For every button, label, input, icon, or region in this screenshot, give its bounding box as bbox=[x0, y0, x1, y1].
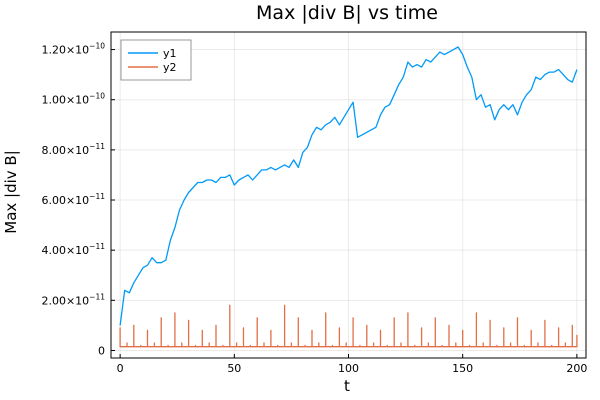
x-axis-label: t bbox=[344, 377, 350, 395]
y-tick-label: 1.00×10−10 bbox=[41, 92, 105, 107]
x-tick-label: 50 bbox=[227, 362, 241, 375]
chart-title: Max |div B| vs time bbox=[256, 2, 438, 24]
y-axis-label: Max |div B| bbox=[2, 150, 20, 234]
y-tick-label: 8.00×10−11 bbox=[41, 142, 105, 157]
y-tick-label: 6.00×10−11 bbox=[41, 192, 105, 207]
x-tick-label: 200 bbox=[566, 362, 587, 375]
series-y1-line bbox=[119, 46, 578, 326]
y-tick-label: 1.20×10−10 bbox=[41, 42, 105, 57]
x-axis: 0 50 100 150 200 bbox=[117, 354, 587, 375]
series-y2-line bbox=[119, 304, 578, 348]
legend-box bbox=[120, 39, 192, 81]
grid bbox=[111, 32, 586, 358]
legend-label-y2: y2 bbox=[163, 61, 177, 74]
y-tick-label: 4.00×10−11 bbox=[41, 242, 105, 257]
y-axis: 0 2.00×10−11 4.00×10−11 6.00×10−11 8.00×10−1… bbox=[41, 42, 115, 357]
x-tick-label: 0 bbox=[117, 362, 124, 375]
x-tick-label: 150 bbox=[452, 362, 473, 375]
series-layer bbox=[119, 46, 578, 348]
y-tick-label: 0 bbox=[98, 344, 105, 357]
legend-label-y1: y1 bbox=[163, 47, 177, 60]
x-tick-label: 100 bbox=[338, 362, 359, 375]
y-tick-label: 2.00×10−11 bbox=[41, 292, 105, 307]
